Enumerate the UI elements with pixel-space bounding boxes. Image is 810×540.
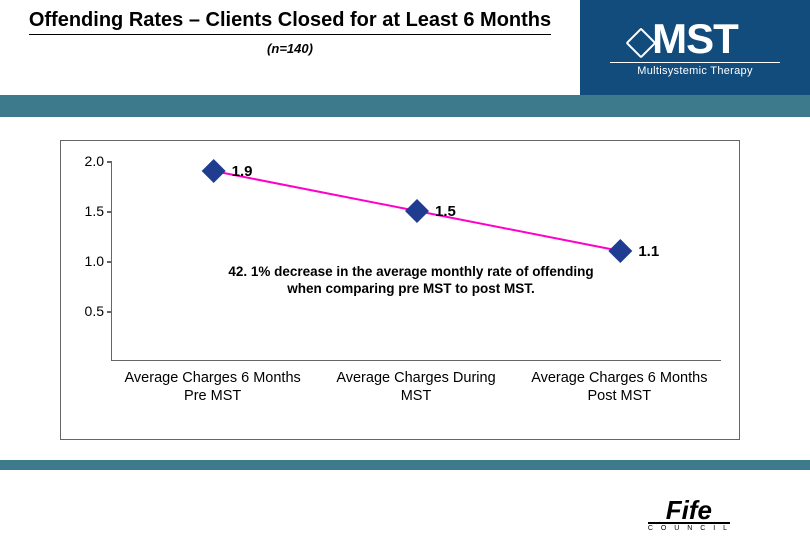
- mst-logo: MST Multisystemic Therapy: [580, 0, 810, 95]
- fife-logo: Fife C O U N C I L: [648, 499, 730, 532]
- mst-logo-text: MST: [652, 18, 738, 60]
- mst-logo-subtitle: Multisystemic Therapy: [637, 65, 753, 77]
- data-marker: [202, 159, 226, 183]
- page-title: Offending Rates – Clients Closed for at …: [29, 8, 551, 35]
- data-value-label: 1.9: [232, 163, 253, 180]
- data-marker: [405, 199, 429, 223]
- chart-container: 1.9 1.5 1.1 0.5 1.0 1.5 2.0 42. 1% decrease i…: [60, 140, 740, 440]
- teal-bar-bottom: [0, 460, 810, 470]
- data-marker: [608, 239, 632, 263]
- title-area: Offending Rates – Clients Closed for at …: [0, 0, 580, 95]
- fife-logo-text: Fife: [648, 499, 730, 524]
- page-subtitle: (n=140): [10, 41, 570, 56]
- data-value-label: 1.1: [638, 243, 659, 260]
- y-tick-label: 1.0: [72, 253, 104, 269]
- y-tick-label: 1.5: [72, 203, 104, 219]
- x-category-label: Average Charges 6 Months Post MST: [529, 369, 709, 405]
- chart-annotation: 42. 1% decrease in the average monthly r…: [226, 264, 596, 298]
- teal-bar-top: [0, 95, 810, 117]
- header: Offending Rates – Clients Closed for at …: [0, 0, 810, 95]
- fife-logo-sub: C O U N C I L: [648, 525, 730, 532]
- x-category-label: Average Charges 6 Months Pre MST: [123, 369, 303, 405]
- x-category-label: Average Charges During MST: [326, 369, 506, 405]
- y-tick-label: 2.0: [72, 153, 104, 169]
- y-tick-label: 0.5: [72, 303, 104, 319]
- plot-area: 1.91.51.1 0.51.01.52.0: [111, 161, 721, 361]
- data-value-label: 1.5: [435, 203, 456, 220]
- logo-divider: [610, 62, 780, 63]
- chart-svg: 1.9 1.5 1.1: [112, 161, 721, 360]
